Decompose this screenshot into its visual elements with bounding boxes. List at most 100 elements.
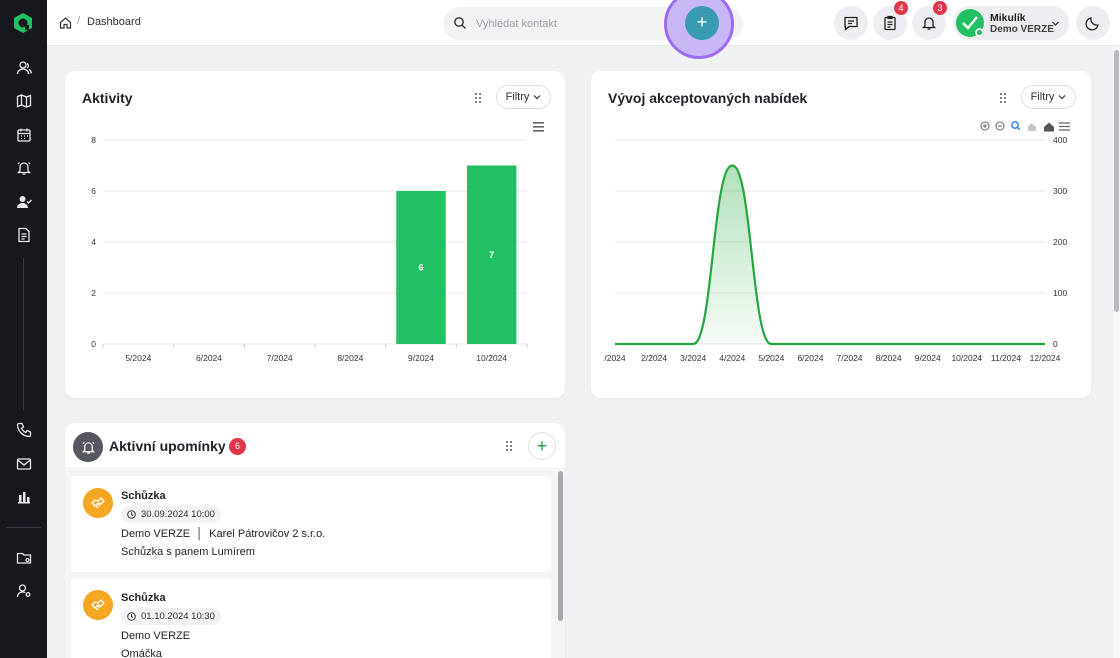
activities-title: Aktivity	[82, 90, 133, 106]
user-settings-icon[interactable]	[13, 580, 35, 602]
reminder-date: 01.10.2024 10:30	[121, 608, 221, 625]
bell-icon	[81, 441, 95, 454]
reminders-scrollbar[interactable]	[558, 471, 563, 621]
y-tick-label: 2	[91, 288, 96, 298]
reminder-date-text: 30.09.2024 10:00	[141, 509, 215, 520]
activities-card: Aktivity Filtry 0 2 4 6 8 5/2024 6/2024 7/2024 8…	[65, 71, 565, 398]
drag-handle-icon[interactable]	[998, 92, 1008, 104]
chart-toolbar	[980, 121, 1070, 132]
x-tick-label: 12/2024	[1030, 353, 1061, 363]
tasks-badge: 4	[894, 1, 908, 15]
sidebar	[0, 0, 47, 658]
x-tick-label: 6/2024	[797, 353, 823, 363]
drag-handle-icon[interactable]	[504, 440, 514, 452]
x-tick-label: 10/2024	[476, 353, 507, 363]
reminder-note: Schůzka s panem Lumírem	[121, 546, 255, 558]
phone-icon[interactable]	[13, 419, 35, 441]
x-tick-label: 9/2024	[408, 353, 434, 363]
app-logo[interactable]	[12, 12, 34, 34]
bell-icon[interactable]	[13, 157, 35, 179]
x-tick-label: /2024	[604, 353, 626, 363]
offers-title: Vývoj akceptovaných nabídek	[608, 90, 808, 106]
user-organization: Demo VERZE	[990, 24, 1054, 35]
offers-card: Vývoj akceptovaných nabídek Filtry 0 100 2…	[591, 71, 1091, 398]
reminder-item[interactable]: Schůzka 30.09.2024 10:00 Demo VERZE │ Ka…	[71, 476, 551, 572]
reminders-card: Aktivní upomínky 6 + Schůzka 30.09.2024 …	[65, 423, 565, 658]
reminder-date-text: 01.10.2024 10:30	[141, 611, 215, 622]
folder-settings-icon[interactable]	[13, 547, 35, 569]
bar-data-label: 7	[489, 250, 494, 260]
theme-toggle-button[interactable]	[1076, 6, 1110, 40]
stats-icon[interactable]	[13, 486, 35, 508]
x-tick-label: 11/2024	[991, 353, 1021, 363]
x-tick-label: 8/2024	[337, 353, 363, 363]
series-line	[615, 164, 1045, 346]
sidebar-divider-line	[23, 258, 24, 410]
sidebar-separator	[6, 527, 41, 528]
meeting-icon	[83, 590, 113, 620]
tasks-button[interactable]: 4	[873, 1, 908, 40]
reminders-title: Aktivní upomínky	[109, 438, 226, 454]
reminder-bell-badge	[73, 432, 103, 462]
mail-icon[interactable]	[13, 453, 35, 475]
clipboard-icon	[884, 15, 896, 31]
notifications-badge: 3	[933, 1, 947, 15]
y-tick-label: 6	[91, 186, 96, 196]
y-tick-label: 300	[1053, 186, 1067, 196]
chevron-down-icon	[1052, 21, 1059, 26]
contacts-icon[interactable]	[13, 57, 35, 79]
y-tick-label: 0	[1053, 339, 1058, 349]
reminder-contact: Demo VERZE	[121, 630, 191, 642]
y-tick-label: 100	[1053, 288, 1067, 298]
x-tick-label: 2/2024	[641, 353, 667, 363]
x-tick-label: 7/2024	[267, 353, 293, 363]
x-tick-label: 8/2024	[876, 353, 902, 363]
messages-button[interactable]	[834, 6, 868, 40]
chart-menu-icon	[533, 122, 544, 132]
reminders-header: Aktivní upomínky 6 +	[65, 423, 565, 469]
add-button[interactable]: +	[685, 6, 719, 40]
user-menu[interactable]: Mikulík Demo VERZE	[953, 6, 1069, 40]
reminders-count-badge: 6	[229, 438, 246, 455]
bell-icon	[921, 17, 937, 30]
activities-filter-button[interactable]: Filtry	[496, 85, 551, 109]
chevron-down-icon	[1058, 95, 1066, 100]
x-tick-label: 3/2024	[680, 353, 706, 363]
filter-label: Filtry	[1030, 91, 1055, 103]
y-tick-label: 8	[91, 135, 96, 145]
home-icon[interactable]	[59, 16, 72, 29]
map-icon[interactable]	[13, 90, 35, 112]
x-tick-label: 5/2024	[125, 353, 151, 363]
user-check-icon[interactable]	[13, 191, 35, 213]
x-tick-label: 7/2024	[837, 353, 863, 363]
page-scrollbar[interactable]	[1114, 50, 1119, 312]
reminder-date: 30.09.2024 10:00	[121, 506, 221, 523]
offers-filter-button[interactable]: Filtry	[1021, 85, 1076, 109]
online-status-dot	[975, 28, 984, 37]
top-bar: / Dashboard + 4 3 Mikulík Demo VERZE	[47, 0, 1120, 59]
user-name: Mikulík	[990, 12, 1026, 24]
chat-icon	[844, 16, 858, 31]
notifications-button[interactable]: 3	[912, 1, 947, 40]
add-reminder-button[interactable]: +	[528, 432, 556, 460]
calendar-icon[interactable]	[13, 124, 35, 146]
reminder-type: Schůzka	[121, 592, 166, 604]
x-tick-label: 5/2024	[758, 353, 784, 363]
y-tick-label: 200	[1053, 237, 1067, 247]
reminder-item[interactable]: Schůzka 01.10.2024 10:30 Demo VERZE Omáč…	[71, 578, 551, 658]
search-input[interactable]	[476, 7, 676, 40]
x-tick-label: 4/2024	[719, 353, 745, 363]
drag-handle-icon[interactable]	[473, 92, 483, 104]
bar	[466, 165, 517, 344]
breadcrumb-separator: /	[77, 15, 81, 27]
bar	[396, 191, 446, 344]
reminder-contact: Demo VERZE │ Karel Pátrovičov 2 s.r.o.	[121, 528, 326, 540]
clock-icon	[127, 612, 136, 621]
reminder-note: Omáčka	[121, 648, 162, 658]
x-tick-label: 6/2024	[196, 353, 222, 363]
document-icon[interactable]	[13, 224, 35, 246]
meeting-icon	[83, 488, 113, 518]
moon-icon	[1085, 17, 1099, 31]
bar-data-label: 6	[418, 263, 423, 273]
y-tick-label: 400	[1053, 135, 1067, 145]
